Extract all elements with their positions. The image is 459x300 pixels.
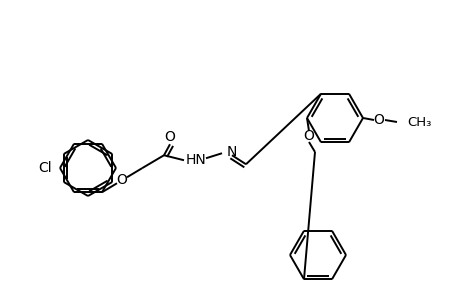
Text: Cl: Cl: [38, 161, 52, 175]
Text: O: O: [303, 129, 314, 143]
Text: N: N: [226, 145, 237, 159]
Text: CH₃: CH₃: [406, 116, 431, 128]
Text: HN: HN: [185, 153, 206, 167]
Text: O: O: [164, 130, 175, 144]
Text: O: O: [373, 113, 384, 127]
Text: O: O: [116, 173, 127, 187]
